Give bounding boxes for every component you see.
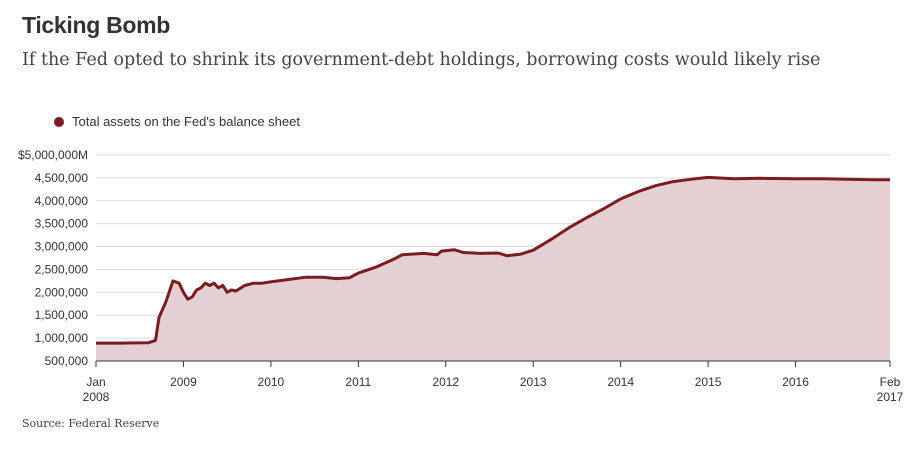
- area-fill: [96, 177, 890, 361]
- legend: Total assets on the Fed's balance sheet: [54, 114, 300, 129]
- x-tick-label: 2010: [258, 375, 285, 389]
- x-tick-label: 2013: [520, 375, 547, 389]
- chart-subtitle: If the Fed opted to shrink its governmen…: [22, 50, 821, 70]
- y-tick-label: 1,000,000: [35, 331, 89, 345]
- x-tick-label: 2011: [345, 375, 371, 389]
- y-tick-label: 2,500,000: [35, 262, 89, 276]
- y-axis-ticks: $5,000,000M 4,500,000 4,000,000 3,500,000 3,…: [18, 148, 88, 368]
- y-tick-label: 4,500,000: [35, 171, 89, 185]
- legend-label: Total assets on the Fed's balance sheet: [72, 114, 300, 129]
- y-tick-label: $5,000,000M: [18, 148, 88, 162]
- series-line: [96, 175, 890, 345]
- source-note: Source: Federal Reserve: [22, 417, 160, 430]
- x-tick-label: 2016: [782, 375, 809, 389]
- x-tick-label: 2017: [877, 390, 904, 404]
- x-tick-label: 2009: [170, 375, 197, 389]
- y-tick-label: 500,000: [45, 354, 89, 368]
- x-tick-label: Feb: [880, 375, 901, 389]
- y-tick-label: 1,500,000: [35, 308, 89, 322]
- y-tick-label: 3,000,000: [35, 240, 89, 254]
- x-tick-label: 2014: [607, 375, 634, 389]
- x-tick-label: 2012: [432, 375, 459, 389]
- y-tick-label: 4,000,000: [35, 194, 89, 208]
- chart-title: Ticking Bomb: [22, 12, 171, 38]
- y-tick-label: 3,500,000: [35, 217, 89, 231]
- legend-swatch: [54, 116, 64, 127]
- y-tick-label: 2,000,000: [35, 285, 89, 299]
- x-tick-label: Jan: [86, 375, 105, 389]
- x-tick-label: 2008: [83, 390, 110, 404]
- x-tick-label: 2015: [695, 375, 722, 389]
